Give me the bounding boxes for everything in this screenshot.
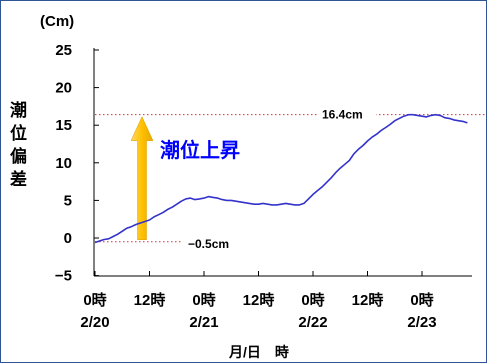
x-axis-title: 月/日 時 [228, 344, 289, 360]
y-tick-label: 25 [55, 42, 72, 59]
reference-lines: 16.4cm −0.5cm [95, 105, 486, 251]
rise-arrow [130, 116, 154, 241]
y-tick-label: 10 [55, 155, 72, 172]
y-axis-title-char: 偏 [10, 146, 27, 166]
x-tick-time-label: 0時 [192, 291, 215, 309]
x-tick-date-label: 2/20 [80, 314, 109, 331]
y-ticks: 25 20 15 10 5 0 −5 [55, 42, 99, 285]
y-tick-label: 5 [64, 192, 72, 209]
reference-label-peak: 16.4cm [322, 108, 363, 122]
rise-callout-text: 潮位上昇 [160, 138, 240, 162]
y-unit-label: (Cm) [40, 13, 74, 30]
y-tick-label: 0 [64, 230, 72, 247]
y-tick-label: 20 [55, 80, 72, 97]
y-axis-title-char: 潮 [10, 100, 27, 120]
x-tick-time-label: 12時 [134, 291, 166, 309]
rise-arrow-shape [130, 116, 154, 241]
reference-label-peak-bg [318, 105, 376, 121]
x-tick-time-label: 12時 [243, 291, 275, 309]
x-ticks: 0時 2/20 12時 0時 2/21 12時 0時 2/22 12時 0時 2/23 [80, 271, 437, 331]
x-tick-time-label: 0時 [83, 291, 106, 309]
x-tick-date-label: 2/23 [407, 314, 436, 331]
y-axis-title-char: 位 [10, 123, 27, 143]
y-axis-title-char: 差 [10, 169, 27, 189]
series-line [94, 113, 468, 244]
x-tick-date-label: 2/21 [189, 314, 218, 331]
y-tick-label: 15 [55, 117, 72, 134]
x-tick-date-label: 2/22 [298, 314, 327, 331]
x-tick-time-label: 0時 [301, 291, 324, 309]
y-tick-label: −5 [55, 268, 72, 285]
x-tick-time-label: 0時 [410, 291, 433, 309]
x-tick-time-label: 12時 [352, 291, 384, 309]
reference-label-start: −0.5cm [188, 237, 229, 251]
